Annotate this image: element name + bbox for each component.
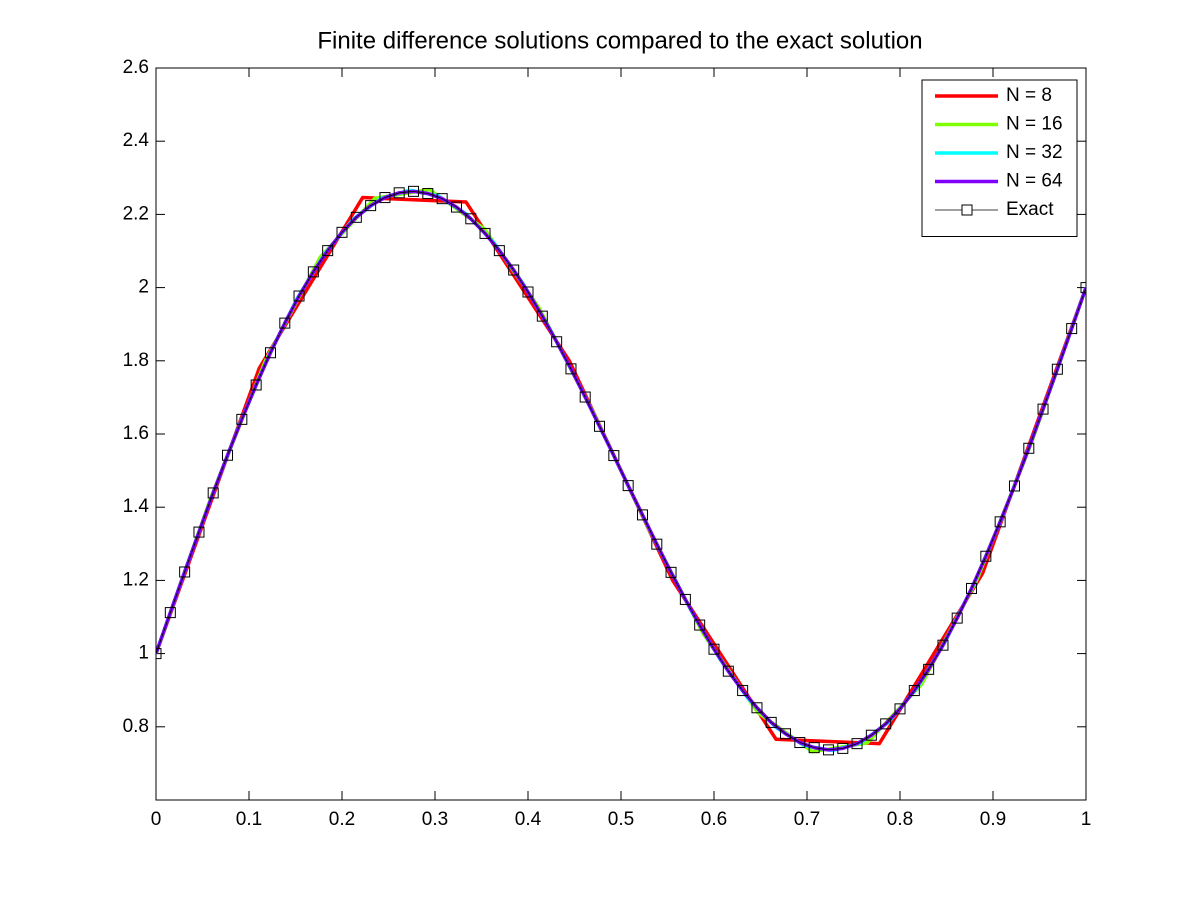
marker xyxy=(179,566,191,578)
y-tick-label: 1.2 xyxy=(123,569,149,590)
marker xyxy=(722,665,734,677)
x-tick-label: 0.2 xyxy=(329,809,355,830)
marker xyxy=(365,200,377,212)
marker xyxy=(222,449,234,461)
marker xyxy=(422,188,434,200)
marker xyxy=(1037,403,1049,415)
x-tick-label: 0.5 xyxy=(608,809,634,830)
marker xyxy=(794,737,806,749)
marker xyxy=(994,516,1006,528)
marker xyxy=(508,264,520,276)
x-tick-label: 0.4 xyxy=(515,809,542,830)
y-tick-label: 1.8 xyxy=(123,350,149,371)
marker xyxy=(565,363,577,375)
marker xyxy=(780,728,792,740)
marker xyxy=(465,213,477,225)
y-tick-label: 1.4 xyxy=(123,496,150,517)
marker xyxy=(250,379,262,391)
series-line xyxy=(156,190,1086,751)
marker xyxy=(665,566,677,578)
marker xyxy=(436,193,448,205)
marker xyxy=(694,619,706,631)
marker xyxy=(980,550,992,562)
legend-box xyxy=(921,79,1078,237)
marker xyxy=(708,643,720,655)
chart-title: Finite difference solutions compared to … xyxy=(317,27,922,54)
marker xyxy=(765,716,777,728)
legend-label: N = 32 xyxy=(1006,142,1063,163)
marker xyxy=(156,648,162,660)
y-tick-label: 0.8 xyxy=(123,716,149,737)
marker xyxy=(1023,442,1035,454)
marker xyxy=(594,420,606,432)
marker xyxy=(264,347,276,359)
legend-label: N = 8 xyxy=(1006,85,1052,106)
x-tick-label: 1 xyxy=(1081,809,1092,830)
marker xyxy=(679,593,691,605)
x-tick-label: 0 xyxy=(151,809,162,830)
marker xyxy=(322,245,334,257)
y-tick-label: 2.4 xyxy=(123,130,150,151)
marker xyxy=(851,738,863,750)
marker xyxy=(894,703,906,715)
legend-label: N = 64 xyxy=(1006,171,1063,192)
marker xyxy=(865,729,877,741)
marker xyxy=(822,744,834,756)
x-tick-label: 0.8 xyxy=(887,809,913,830)
marker xyxy=(1008,480,1020,492)
x-tick-label: 0.9 xyxy=(980,809,1006,830)
marker xyxy=(336,226,348,238)
marker xyxy=(651,538,663,550)
marker xyxy=(636,509,648,521)
marker xyxy=(608,450,620,462)
y-tick-label: 2.6 xyxy=(123,57,149,78)
plot-marks xyxy=(156,185,1086,756)
legend-marker xyxy=(961,204,973,216)
marker xyxy=(379,192,391,204)
marker xyxy=(479,227,491,239)
marker xyxy=(450,201,462,213)
marker xyxy=(808,742,820,754)
y-tick-label: 2.2 xyxy=(123,203,149,224)
y-tick-label: 1 xyxy=(138,643,149,664)
marker xyxy=(937,639,949,651)
marker xyxy=(1066,323,1078,335)
marker xyxy=(908,685,920,697)
marker xyxy=(493,245,505,257)
marker xyxy=(551,336,563,348)
marker xyxy=(193,526,205,538)
marker xyxy=(293,290,305,302)
x-tick-label: 0.7 xyxy=(794,809,820,830)
marker xyxy=(951,612,963,624)
marker xyxy=(408,185,420,197)
marker xyxy=(737,685,749,697)
marker xyxy=(622,480,634,492)
marker xyxy=(536,310,548,322)
marker xyxy=(923,663,935,675)
marker xyxy=(837,742,849,754)
marker xyxy=(1051,363,1063,375)
marker xyxy=(207,487,219,499)
x-tick-label: 0.1 xyxy=(236,809,262,830)
marker xyxy=(393,187,405,199)
x-tick-label: 0.3 xyxy=(422,809,448,830)
x-tick-label: 0.6 xyxy=(701,809,727,830)
marker xyxy=(350,211,362,223)
marker xyxy=(966,582,978,594)
marker xyxy=(279,317,291,329)
y-tick-label: 1.6 xyxy=(123,423,149,444)
legend-label: Exact xyxy=(1006,199,1054,220)
y-tick-label: 2 xyxy=(138,277,149,298)
marker xyxy=(164,607,176,619)
legend-label: N = 16 xyxy=(1006,114,1063,135)
marker xyxy=(880,718,892,730)
marker xyxy=(579,391,591,403)
axes-box xyxy=(155,67,1087,801)
marker xyxy=(522,286,534,298)
marker xyxy=(1080,282,1086,294)
marker xyxy=(236,413,248,425)
marker xyxy=(751,702,763,714)
marker xyxy=(307,266,319,278)
